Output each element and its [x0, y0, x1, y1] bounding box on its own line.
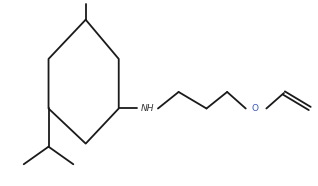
Text: O: O — [252, 104, 259, 113]
Text: NH: NH — [141, 104, 155, 113]
